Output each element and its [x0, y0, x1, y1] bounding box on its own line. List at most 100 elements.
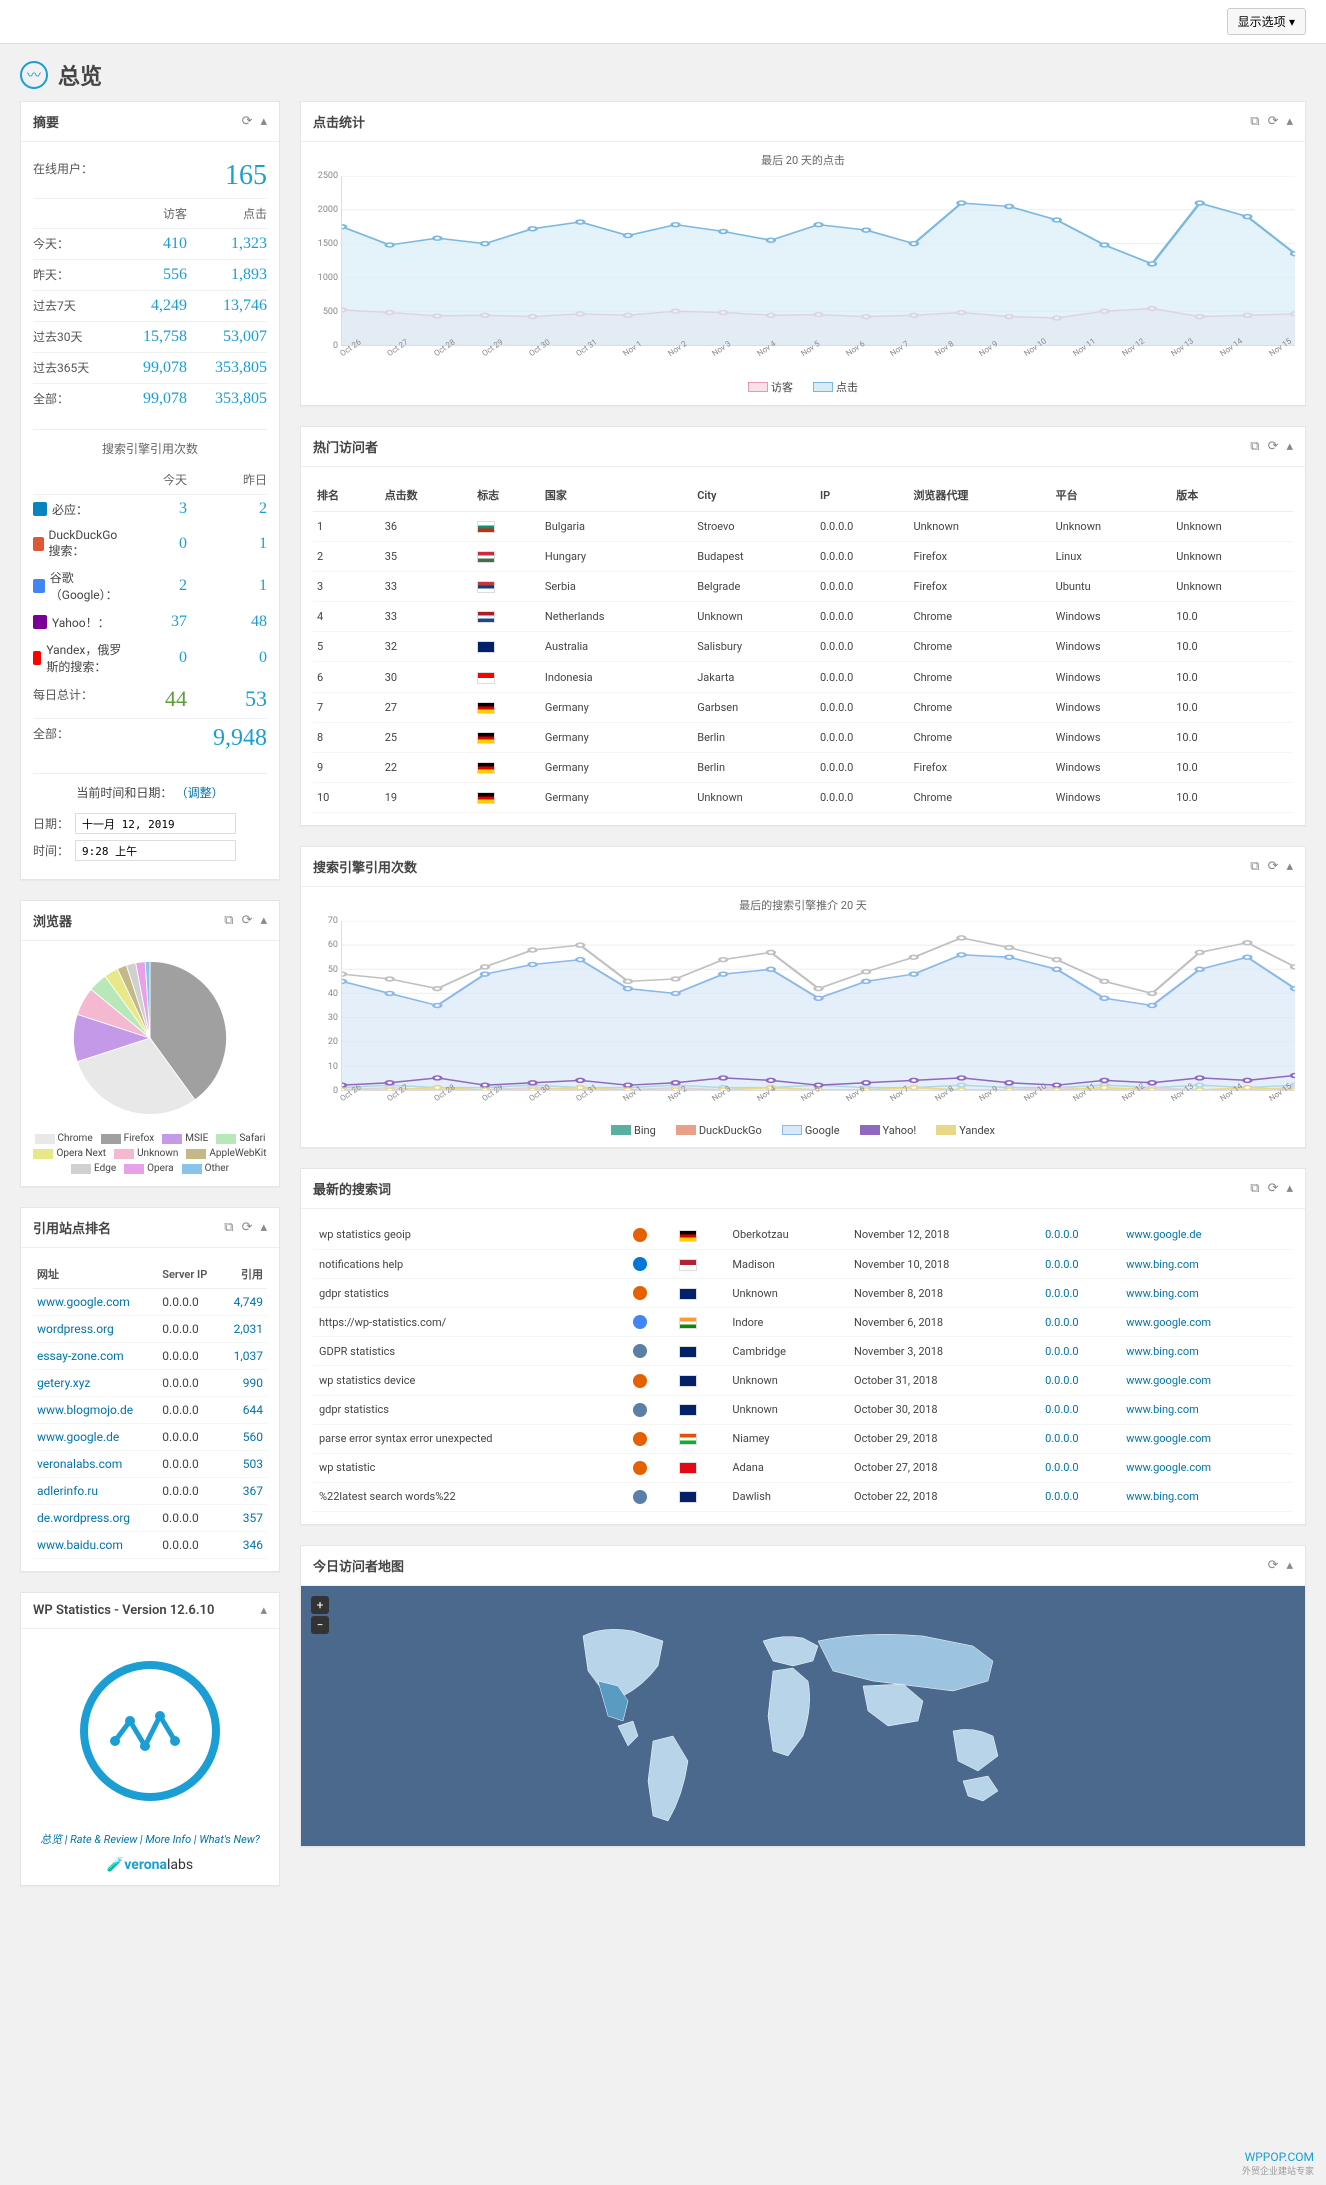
engine-link[interactable]: www.google.com: [1126, 1432, 1211, 1445]
refresh-icon[interactable]: ⟳: [1268, 1181, 1279, 1196]
flag-icon: [477, 762, 495, 774]
visitor-col: 标志: [473, 479, 541, 512]
flag-icon: [679, 1433, 697, 1445]
ip-link[interactable]: 0.0.0.0: [1045, 1432, 1078, 1445]
collapse-icon[interactable]: ▴: [260, 913, 267, 928]
refresh-icon[interactable]: ⟳: [242, 913, 253, 928]
zoom-in-button[interactable]: +: [311, 1596, 329, 1614]
visitor-row: 825GermanyBerlin0.0.0.0ChromeWindows10.0: [313, 722, 1293, 752]
world-map[interactable]: + −: [301, 1586, 1305, 1846]
referrer-link[interactable]: wordpress.org: [37, 1322, 114, 1336]
all-label: 全部：: [33, 725, 69, 752]
referrer-row: veronalabs.com0.0.0.0503: [33, 1451, 267, 1478]
collapse-icon[interactable]: ▴: [1286, 114, 1293, 129]
adjust-link[interactable]: （调整）: [176, 786, 224, 800]
online-label: 在线用户：: [33, 160, 93, 192]
footer-links[interactable]: 总览 | Rate & Review | More Info | What's …: [33, 1831, 267, 1847]
top-visitors-panel: 热门访问者 ⧉ ⟳ ▴ 排名点击数标志国家CityIP浏览器代理平台版本 136…: [300, 426, 1306, 826]
flag-icon: [477, 702, 495, 714]
referrer-link[interactable]: www.baidu.com: [37, 1538, 123, 1552]
refresh-icon[interactable]: ⟳: [242, 114, 253, 129]
date-input[interactable]: [75, 813, 236, 834]
legend-item: AppleWebKit: [186, 1148, 266, 1159]
daily-total-label: 每日总计：: [33, 686, 93, 712]
visitor-col: 国家: [541, 479, 693, 512]
refresh-icon[interactable]: ⟳: [1268, 1558, 1279, 1573]
referrer-link[interactable]: www.google.de: [37, 1430, 119, 1444]
col-refs: 引用: [222, 1260, 267, 1289]
collapse-icon[interactable]: ▴: [260, 1220, 267, 1235]
referrer-link[interactable]: getery.xyz: [37, 1376, 90, 1390]
summary-row: 昨天：5561,893: [33, 260, 267, 291]
engine-link[interactable]: www.bing.com: [1126, 1490, 1199, 1503]
version-panel: WP Statistics - Version 12.6.10 ▴ 总览 | R…: [20, 1592, 280, 1886]
flag-icon: [477, 581, 495, 593]
ip-link[interactable]: 0.0.0.0: [1045, 1345, 1078, 1358]
ip-link[interactable]: 0.0.0.0: [1045, 1403, 1078, 1416]
engine-link[interactable]: www.google.de: [1126, 1228, 1201, 1241]
referrer-link[interactable]: www.blogmojo.de: [37, 1403, 133, 1417]
ip-link[interactable]: 0.0.0.0: [1045, 1287, 1078, 1300]
flag-icon: [477, 672, 495, 684]
external-icon[interactable]: ⧉: [224, 1220, 233, 1235]
ip-link[interactable]: 0.0.0.0: [1045, 1461, 1078, 1474]
wp-stats-logo-icon: 〰: [20, 61, 48, 89]
collapse-icon[interactable]: ▴: [260, 1603, 267, 1618]
collapse-icon[interactable]: ▴: [1286, 859, 1293, 874]
time-input[interactable]: [75, 840, 236, 861]
visitor-col: 点击数: [381, 479, 474, 512]
legend-item: Opera Next: [33, 1148, 106, 1159]
external-icon[interactable]: ⧉: [1250, 439, 1259, 454]
engine-link[interactable]: www.google.com: [1126, 1374, 1211, 1387]
referrer-link[interactable]: de.wordpress.org: [37, 1511, 130, 1525]
refresh-icon[interactable]: ⟳: [242, 1220, 253, 1235]
online-value: 165: [225, 160, 267, 192]
collapse-icon[interactable]: ▴: [1286, 1558, 1293, 1573]
visitor-row: 433NetherlandsUnknown0.0.0.0ChromeWindow…: [313, 602, 1293, 632]
referrer-link[interactable]: veronalabs.com: [37, 1457, 122, 1471]
ip-link[interactable]: 0.0.0.0: [1045, 1490, 1078, 1503]
referrer-row: adlerinfo.ru0.0.0.0367: [33, 1478, 267, 1505]
visitor-col: 浏览器代理: [909, 479, 1051, 512]
zoom-out-button[interactable]: −: [311, 1616, 329, 1634]
engine-link[interactable]: www.google.com: [1126, 1316, 1211, 1329]
daily-today: 44: [127, 686, 187, 712]
visitor-row: 922GermanyBerlin0.0.0.0FirefoxWindows10.…: [313, 752, 1293, 782]
referrer-link[interactable]: www.google.com: [37, 1295, 130, 1309]
ip-link[interactable]: 0.0.0.0: [1045, 1374, 1078, 1387]
refresh-icon[interactable]: ⟳: [1268, 859, 1279, 874]
engine-link[interactable]: www.bing.com: [1126, 1403, 1199, 1416]
engine-link[interactable]: www.google.com: [1126, 1461, 1211, 1474]
col-visitors: 访客: [127, 205, 187, 222]
collapse-icon[interactable]: ▴: [1286, 439, 1293, 454]
external-icon[interactable]: ⧉: [1250, 1181, 1259, 1196]
refresh-icon[interactable]: ⟳: [1268, 439, 1279, 454]
collapse-icon[interactable]: ▴: [1286, 1181, 1293, 1196]
external-icon[interactable]: ⧉: [224, 913, 233, 928]
external-icon[interactable]: ⧉: [1250, 114, 1259, 129]
browser-icon: [633, 1257, 647, 1271]
ip-link[interactable]: 0.0.0.0: [1045, 1228, 1078, 1241]
legend-item: Firefox: [101, 1133, 155, 1144]
referrer-link[interactable]: adlerinfo.ru: [37, 1484, 98, 1498]
search-word-row: GDPR statisticsCambridgeNovember 3, 2018…: [313, 1337, 1293, 1366]
refresh-icon[interactable]: ⟳: [1268, 114, 1279, 129]
flag-icon: [679, 1491, 697, 1503]
ip-link[interactable]: 0.0.0.0: [1045, 1258, 1078, 1271]
ip-link[interactable]: 0.0.0.0: [1045, 1316, 1078, 1329]
flag-icon: [477, 792, 495, 804]
engine-link[interactable]: www.bing.com: [1126, 1345, 1199, 1358]
display-options-button[interactable]: 显示选项 ▾: [1227, 8, 1306, 35]
referrer-row: de.wordpress.org0.0.0.0357: [33, 1505, 267, 1532]
browser-icon: [633, 1315, 647, 1329]
legend-item: MSIE: [162, 1133, 208, 1144]
engine-link[interactable]: www.bing.com: [1126, 1258, 1199, 1271]
collapse-icon[interactable]: ▴: [260, 114, 267, 129]
referrer-link[interactable]: essay-zone.com: [37, 1349, 124, 1363]
external-icon[interactable]: ⧉: [1250, 859, 1259, 874]
search-word-row: gdpr statisticsUnknownNovember 8, 20180.…: [313, 1279, 1293, 1308]
engine-link[interactable]: www.bing.com: [1126, 1287, 1199, 1300]
browser-title: 浏览器: [33, 911, 72, 930]
visitor-table: 排名点击数标志国家CityIP浏览器代理平台版本 136BulgariaStro…: [313, 479, 1293, 813]
browser-legend: ChromeFirefoxMSIESafariOpera NextUnknown…: [33, 1133, 267, 1174]
